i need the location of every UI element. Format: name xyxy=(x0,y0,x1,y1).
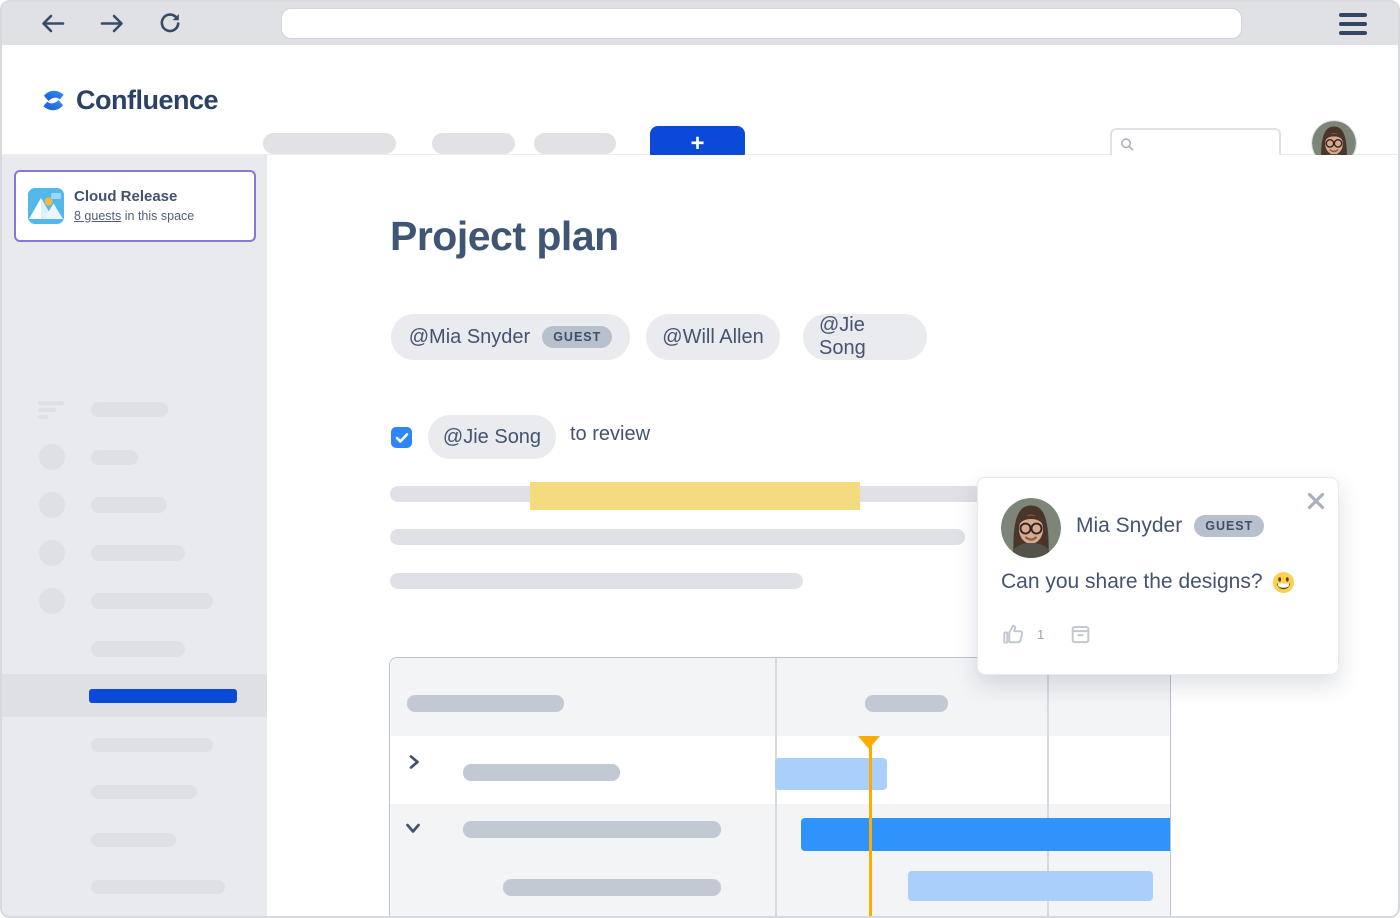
guest-badge: GUEST xyxy=(1194,515,1265,537)
nav-placeholder xyxy=(432,133,515,154)
row-placeholder-bar xyxy=(463,764,620,781)
skeleton-bar xyxy=(91,450,138,465)
gantt-table xyxy=(389,657,1171,916)
gantt-bar-row2[interactable] xyxy=(801,818,1170,851)
skeleton-circle xyxy=(39,540,65,566)
search-icon xyxy=(1121,137,1134,151)
confluence-mark-icon xyxy=(43,90,64,110)
row-placeholder-bar xyxy=(463,821,721,838)
skeleton-circle xyxy=(39,588,65,614)
header-placeholder-bar xyxy=(865,695,948,712)
text-placeholder-line xyxy=(390,573,803,589)
back-icon[interactable] xyxy=(40,11,66,36)
comment-text: Can you share the designs? xyxy=(1001,570,1263,593)
task-checkbox[interactable] xyxy=(391,427,412,448)
sidebar: Cloud Release 8 guests in this space xyxy=(2,155,267,916)
skeleton-bar xyxy=(91,738,213,752)
space-title: Cloud Release xyxy=(74,188,178,205)
column-divider xyxy=(1047,658,1049,916)
skeleton-bar xyxy=(91,880,225,894)
gantt-bar-row1[interactable] xyxy=(775,758,887,790)
skeleton-bar xyxy=(91,497,167,513)
skeleton-bar xyxy=(91,402,168,417)
brand-wordmark: Confluence xyxy=(76,84,219,115)
guests-link[interactable]: 8 guests xyxy=(74,209,122,223)
browser-chrome xyxy=(2,2,1398,45)
space-avatar-icon xyxy=(28,188,64,224)
like-button[interactable] xyxy=(1001,621,1027,647)
guest-badge: GUEST xyxy=(542,326,613,348)
mention-pill-mia-snyder[interactable]: @Mia Snyder GUEST xyxy=(391,314,630,360)
app-header: Confluence + xyxy=(2,45,1398,166)
header-placeholder-bar xyxy=(407,695,564,712)
gantt-bar-row3[interactable] xyxy=(908,871,1153,901)
text-placeholder-line xyxy=(390,529,965,545)
task-text: to review xyxy=(570,423,651,445)
forward-icon[interactable] xyxy=(99,11,125,36)
mention-pill-jie-song[interactable]: @Jie Song xyxy=(803,314,927,360)
skeleton-circle xyxy=(39,444,65,470)
nav-placeholder xyxy=(263,133,396,154)
menu-icon[interactable] xyxy=(1339,13,1367,35)
like-count: 1 xyxy=(1037,626,1045,642)
milestone-line[interactable] xyxy=(869,737,872,916)
space-card[interactable]: Cloud Release 8 guests in this space xyxy=(14,170,256,242)
chevron-right-icon[interactable] xyxy=(405,753,423,771)
mention-pill-will-allen[interactable]: @Will Allen xyxy=(646,314,780,360)
skeleton-bar xyxy=(91,785,197,799)
search-box[interactable] xyxy=(1110,128,1281,160)
skeleton-circle xyxy=(39,492,65,518)
archive-button[interactable] xyxy=(1068,622,1093,647)
row-placeholder-bar xyxy=(503,879,721,896)
skeleton-bar xyxy=(91,545,185,561)
task-assignee-pill[interactable]: @Jie Song xyxy=(428,415,556,459)
space-guests: 8 guests in this space xyxy=(74,209,195,223)
active-page-bar xyxy=(89,689,237,703)
confluence-logo[interactable]: Confluence xyxy=(40,45,219,155)
skeleton-bar xyxy=(91,593,213,609)
skeleton-bar xyxy=(91,641,185,657)
search-input[interactable] xyxy=(1140,135,1271,153)
url-input[interactable] xyxy=(281,8,1242,39)
chevron-down-icon[interactable] xyxy=(404,819,422,837)
check-icon xyxy=(395,432,408,443)
skeleton-bar xyxy=(91,833,176,847)
sidebar-item-active[interactable] xyxy=(2,674,267,717)
nav-placeholder xyxy=(534,133,616,154)
refresh-icon[interactable] xyxy=(158,11,182,36)
comment-author-name: Mia Snyder xyxy=(1076,514,1183,537)
highlighted-text xyxy=(530,482,860,510)
grinning-face-emoji-icon xyxy=(1272,571,1294,593)
page-title: Project plan xyxy=(390,213,619,259)
comment-card: Mia Snyder GUEST Can you share the desig… xyxy=(977,477,1339,675)
comment-author-avatar xyxy=(1001,498,1061,558)
close-icon[interactable] xyxy=(1305,490,1327,512)
